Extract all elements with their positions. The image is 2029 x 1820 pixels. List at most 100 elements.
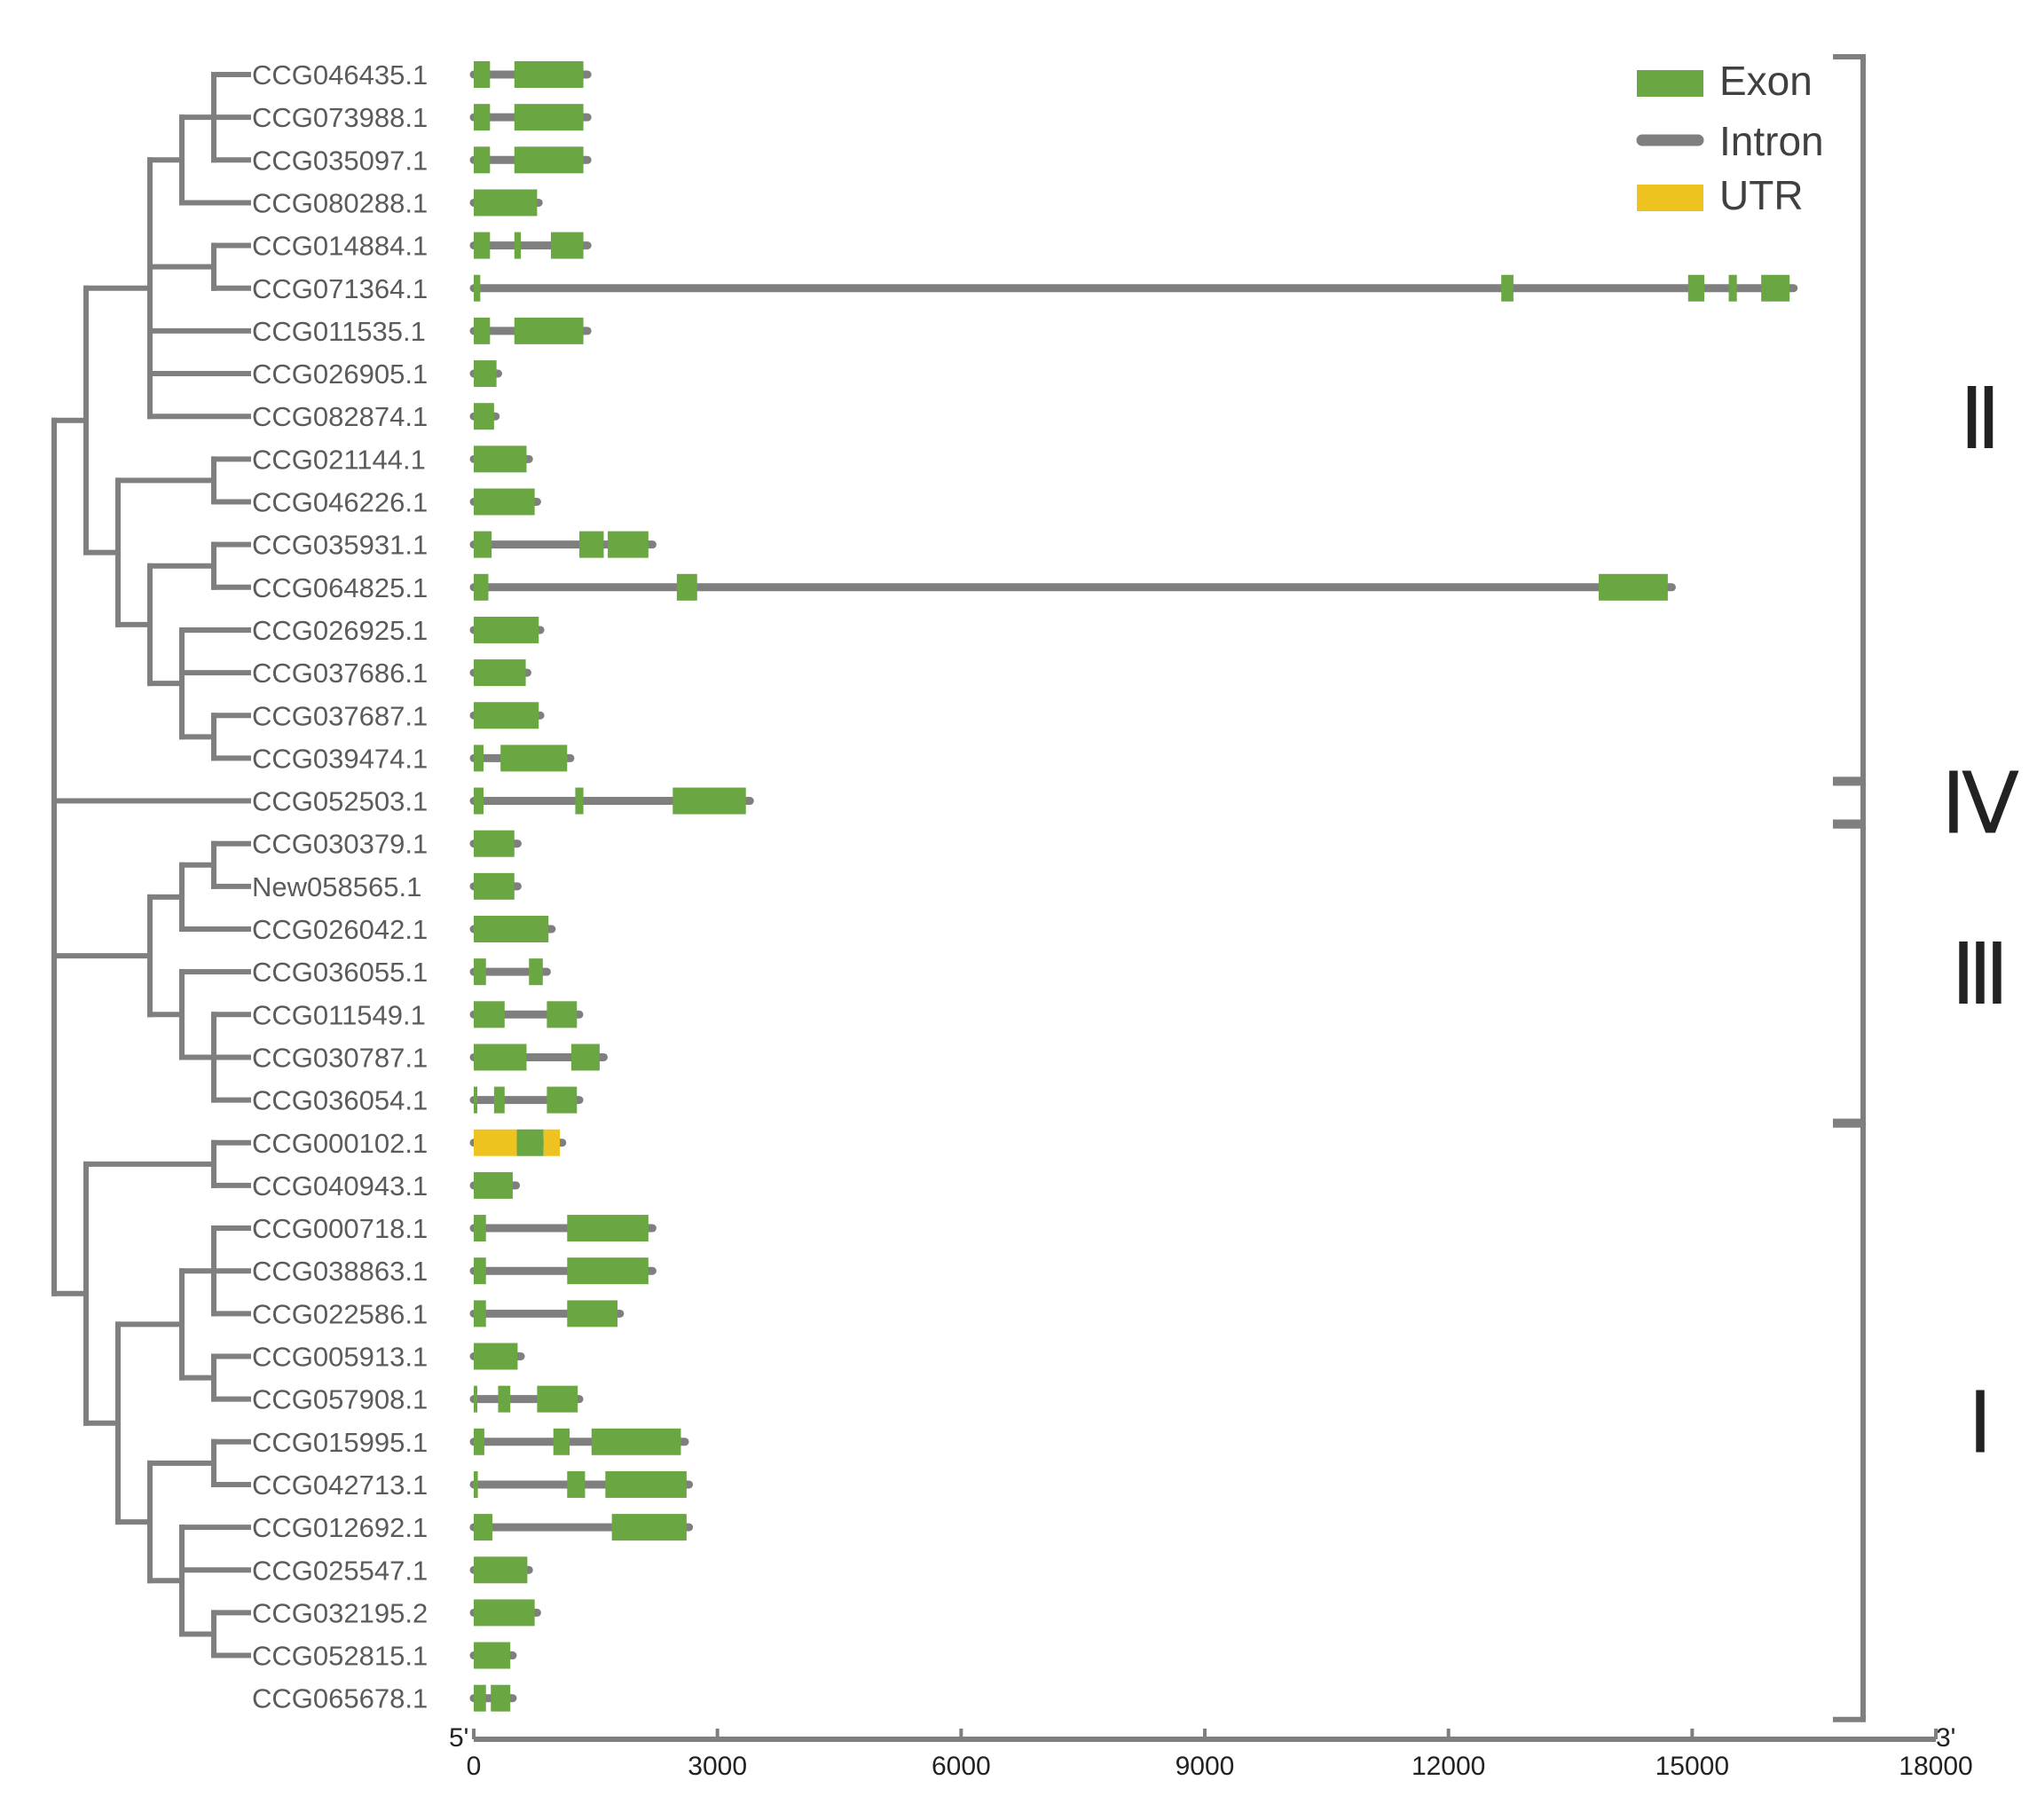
exon-block [474,787,484,815]
gene-label: CCG022586.1 [252,1298,428,1329]
exon-block [547,1001,578,1028]
exon-block [516,1129,544,1156]
axis-tick-label: 6000 [932,1752,991,1781]
gene-structure [469,1642,517,1669]
exon-block [474,916,549,942]
exon-block [474,958,486,986]
legend: Exon Intron UTR [1636,58,1824,218]
exon-block [474,61,491,88]
group-label: Ⅳ [1941,757,2020,852]
gene-label: CCG042713.1 [252,1469,428,1501]
exon-block [474,189,538,217]
exon-block [474,488,535,516]
exon-block [474,1470,478,1498]
axis-tick-label: 12000 [1412,1752,1485,1781]
legend-exon-swatch [1637,70,1703,97]
gene-label: CCG052503.1 [252,786,428,817]
gene-label: CCG082874.1 [252,401,428,432]
gene-label: New058565.1 [252,871,421,902]
exon-block [547,1086,578,1114]
gene-label: CCG064825.1 [252,572,428,603]
gene-label: CCG011549.1 [252,999,426,1030]
utr-block [543,1129,561,1156]
group-bracket [1833,780,1866,825]
gene-structure [469,403,500,430]
gene-structure [469,1343,525,1370]
gene-structure [469,616,545,643]
exon-block [676,573,697,601]
gene-structure [469,317,592,344]
gene-structure [469,1129,567,1156]
axis-start-label: 5' [449,1723,468,1753]
exon-block [514,104,584,131]
exon-block [611,1514,687,1541]
exon-block [474,872,515,900]
exon-block [474,445,527,473]
group-brackets: Ⅱ Ⅳ Ⅲ Ⅰ [1833,54,2020,1722]
exon-block [474,531,492,558]
gene-structure [469,1470,694,1498]
gene-label: CCG026042.1 [252,914,428,945]
exon-block [474,1556,528,1584]
exon-block [474,1001,505,1028]
gene-structure [469,274,1798,302]
exon-block [474,146,491,174]
exon-block [474,1300,486,1328]
gene-label: CCG011535.1 [252,316,426,347]
gene-structure [469,1044,608,1071]
exon-block [474,1599,535,1627]
gene-structure [469,360,502,388]
exon-block [550,232,584,259]
exon-block [493,1086,505,1114]
exon-block [570,1044,600,1071]
axis-tick-label: 15000 [1655,1752,1729,1781]
exon-block [514,146,584,174]
gene-label: CCG021144.1 [252,444,426,475]
exon-block [474,745,484,772]
exon-block [567,1215,649,1242]
gene-structure [469,445,533,473]
exon-block [605,1470,687,1498]
gene-label: CCG025547.1 [252,1555,428,1586]
gene-structure [469,872,522,900]
legend-utr-swatch [1637,185,1703,211]
group-label: Ⅱ [1959,372,2001,467]
gene-label: CCG026905.1 [252,358,428,390]
exon-block [474,1684,486,1712]
exon-block [474,1086,477,1114]
exon-block [474,104,491,131]
gene-structure [469,1428,689,1455]
exon-block [591,1428,681,1455]
exon-block [672,787,746,815]
exon-block [1599,573,1668,601]
exon-block [537,1385,578,1413]
gene-structure [469,1684,517,1712]
gene-structure [469,146,592,174]
exon-block [474,616,539,643]
exon-block [1687,274,1705,302]
gene-structure [469,189,543,217]
gene-label: CCG052815.1 [252,1641,428,1672]
exon-block [474,659,526,687]
exon-block [474,360,497,388]
gene-label: CCG036054.1 [252,1085,428,1116]
gene-structure [469,1514,694,1541]
gene-structure [469,787,754,815]
gene-label-column: CCG046435.1 CCG073988.1 CCG035097.1 CCG0802… [252,59,428,1714]
gene-label: CCG030787.1 [252,1042,428,1073]
gene-structure [469,1215,657,1242]
group-bracket [1833,823,1866,1124]
gene-structure [469,531,657,558]
exon-block [474,1514,493,1541]
exon-block [474,573,489,601]
gene-label: CCG065678.1 [252,1683,428,1714]
gene-label: CCG073988.1 [252,102,428,133]
exon-block [474,1642,511,1669]
exon-block [474,1257,486,1285]
group-label: Ⅰ [1968,1376,1993,1471]
axis-end-label: 3' [1936,1723,1955,1753]
axis-tick-label: 9000 [1176,1752,1235,1781]
phylogenetic-tree [51,72,251,1658]
gene-label: CCG035097.1 [252,145,428,176]
